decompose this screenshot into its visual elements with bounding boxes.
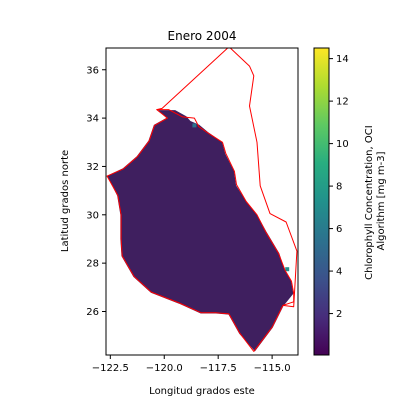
colorbar-label-line-1: Chlorophyll Concentration, OCI [364,125,375,279]
colorbar [313,47,330,356]
colorbar-tick-label: 4 [336,267,342,278]
colorbar-label: Chlorophyll Concentration, OCI Algorithm… [364,122,387,280]
x-tick-label: −120.0 [146,363,183,374]
colorbar-tick-label: 10 [336,139,349,150]
x-tick-label: −117.5 [200,363,237,374]
y-tick-label: 36 [86,65,99,76]
map-area [106,48,298,352]
x-tick-label: −115.0 [254,363,291,374]
y-axis: 26 28 30 32 34 36 [86,65,106,318]
y-tick-label: 26 [86,307,99,318]
colorbar-tick-label: 2 [336,309,342,320]
y-tick-label: 34 [86,114,99,125]
chart-title: Enero 2004 [168,29,237,43]
region-boundary-line [106,48,298,352]
x-axis: −122.5 −120.0 −117.5 −115.0 [92,355,291,374]
colorbar-tick-label: 14 [336,54,349,65]
elevated-chlorophyll-pixel [192,123,197,128]
y-tick-label: 30 [86,210,99,221]
elevated-chlorophyll-pixel [285,267,290,272]
colorbar-tick-label: 8 [336,182,342,193]
y-tick-label: 32 [86,162,99,173]
y-axis-label: Latitud grados norte [60,150,71,252]
y-tick-label: 28 [86,259,99,270]
colorbar-label-line-2: Algorithm [mg m-3] [376,151,387,250]
x-tick-label: −122.5 [92,363,129,374]
plot-frame [105,47,299,356]
colorbar-tick-label: 12 [336,97,349,108]
colorbar-tick-label: 6 [336,224,342,235]
x-axis-label: Longitud grados este [149,386,255,397]
colorbar-axis: 2 4 6 8 10 12 14 [329,54,349,320]
